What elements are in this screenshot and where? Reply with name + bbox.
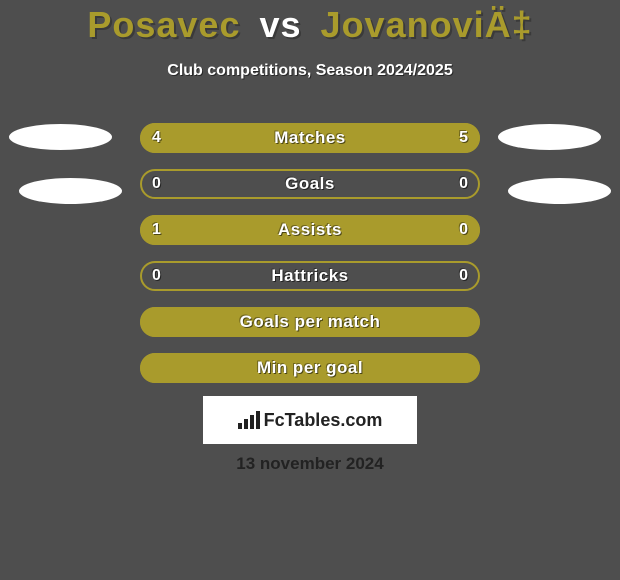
stat-value-left: 0 — [152, 169, 161, 199]
stat-row: Min per goal — [140, 353, 480, 383]
flank-ellipse — [508, 178, 611, 204]
stat-value-right: 0 — [459, 261, 468, 291]
stat-value-right: 0 — [459, 169, 468, 199]
flank-ellipse — [9, 124, 112, 150]
stat-row: Matches4 5 — [140, 123, 480, 153]
stat-value-left: 0 — [152, 261, 161, 291]
stat-row: Goals per match — [140, 307, 480, 337]
stat-label: Goals — [140, 169, 480, 199]
stat-label: Min per goal — [140, 353, 480, 383]
stat-row: Assists1 0 — [140, 215, 480, 245]
stat-label: Goals per match — [140, 307, 480, 337]
stat-value-left: 1 — [152, 215, 161, 245]
flank-ellipse — [498, 124, 601, 150]
comparison-title: Posavec vs JovanoviÄ‡ — [0, 4, 620, 46]
stat-row: Goals0 0 — [140, 169, 480, 199]
title-player-left: Posavec — [87, 4, 240, 45]
stat-row: Hattricks0 0 — [140, 261, 480, 291]
brand-bars-icon — [238, 411, 260, 429]
title-player-right: JovanoviÄ‡ — [321, 4, 533, 45]
stat-value-right: 5 — [459, 123, 468, 153]
brand-text: FcTables.com — [264, 410, 383, 431]
brand-badge: FcTables.com — [203, 396, 417, 444]
stat-value-left: 4 — [152, 123, 161, 153]
stat-label: Assists — [140, 215, 480, 245]
stat-label: Hattricks — [140, 261, 480, 291]
stat-label: Matches — [140, 123, 480, 153]
comparison-infographic: Posavec vs JovanoviÄ‡ Club competitions,… — [0, 0, 620, 580]
comparison-subtitle: Club competitions, Season 2024/2025 — [0, 62, 620, 80]
comparison-date: 13 november 2024 — [0, 454, 620, 474]
title-vs: vs — [259, 4, 301, 45]
stat-value-right: 0 — [459, 215, 468, 245]
flank-ellipse — [19, 178, 122, 204]
